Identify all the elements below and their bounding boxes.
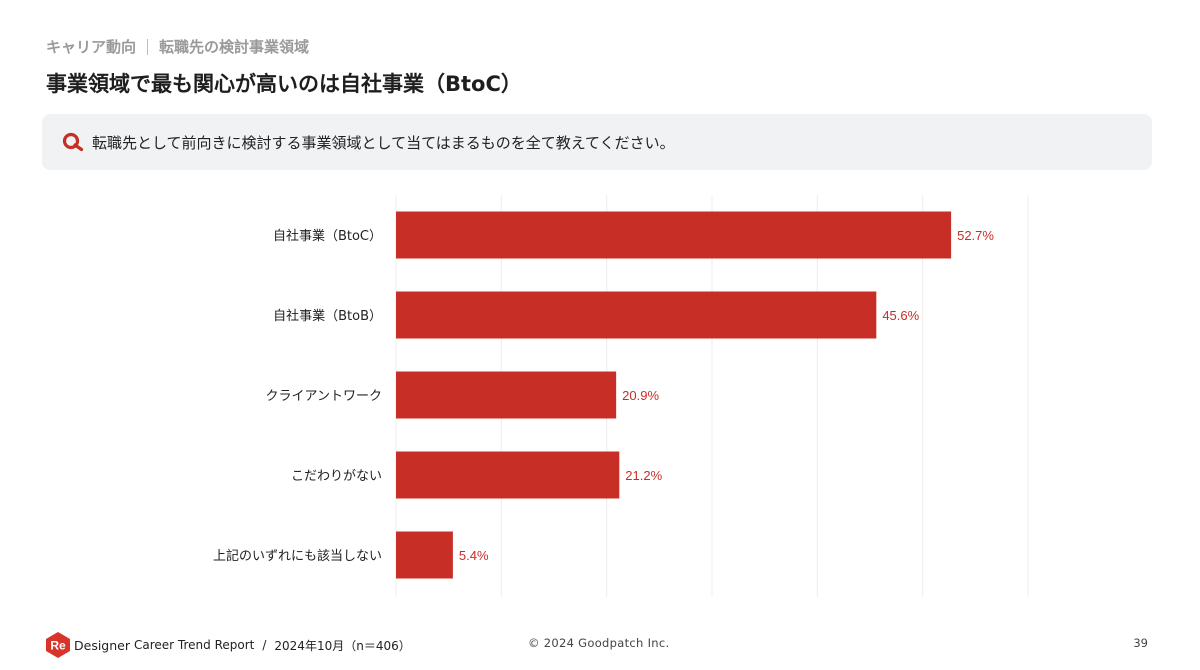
footer-copyright: © 2024 Goodpatch Inc.	[528, 636, 670, 650]
value-label: 5.4%	[459, 548, 489, 563]
bar	[396, 291, 877, 339]
footer-separator: /	[262, 638, 267, 652]
footer-date-sample: 2024年10月（n＝406）	[274, 638, 411, 653]
breadcrumb-divider	[147, 38, 149, 55]
footer-report-name: Career Trend Report	[134, 638, 255, 652]
bar	[396, 211, 952, 259]
breadcrumb-section: キャリア動向	[46, 38, 137, 56]
question-box: 転職先として前向きに検討する事業領域として当てはまるものを全て教えてください。	[42, 114, 1152, 170]
breadcrumb-topic: 転職先の検討事業領域	[159, 38, 310, 56]
value-label: 21.2%	[625, 468, 662, 483]
category-label: 自社事業（BtoB）	[273, 308, 382, 324]
footer-report-info: Re Designer Career Trend Report / 2024年1…	[44, 630, 411, 660]
category-label: こだわりがない	[291, 469, 382, 484]
chart-labels: 自社事業（BtoC） 52.7% 自社事業（BtoB） 45.6% クライアントワーク 2…	[213, 228, 994, 564]
value-label: 20.9%	[622, 388, 659, 403]
value-label: 52.7%	[957, 228, 994, 243]
bar	[396, 371, 617, 419]
page-title: 事業領域で最も関心が高いのは自社事業（BtoC）	[46, 72, 522, 96]
bar	[396, 451, 620, 499]
category-label: クライアントワーク	[266, 389, 382, 404]
breadcrumb: キャリア動向 転職先の検討事業領域	[46, 36, 309, 57]
question-q-icon	[62, 132, 84, 152]
value-label: 45.6%	[882, 308, 919, 323]
bar	[396, 531, 453, 579]
category-label: 自社事業（BtoC）	[273, 228, 382, 244]
footer-brand: Designer	[74, 637, 130, 653]
category-label: 上記のいずれにも該当しない	[213, 548, 382, 564]
question-text: 転職先として前向きに検討する事業領域として当てはまるものを全て教えてください。	[92, 133, 675, 152]
page-number: 39	[1133, 636, 1148, 650]
re-designer-logo-icon: Re	[46, 632, 70, 658]
logo-text: Re	[50, 639, 66, 653]
chart-bars	[396, 211, 952, 579]
